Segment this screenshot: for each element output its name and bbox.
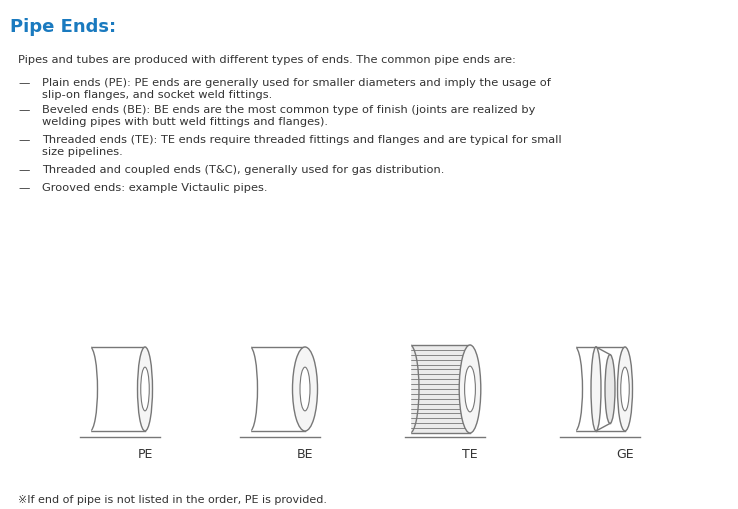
Ellipse shape [300, 367, 310, 411]
Ellipse shape [605, 355, 615, 423]
Ellipse shape [465, 366, 475, 412]
Polygon shape [410, 345, 470, 433]
Text: Threaded and coupled ends (T&C), generally used for gas distribution.: Threaded and coupled ends (T&C), general… [42, 165, 444, 175]
Text: —: — [18, 78, 30, 88]
Text: Pipes and tubes are produced with different types of ends. The common pipe ends : Pipes and tubes are produced with differ… [18, 55, 516, 65]
Text: TE: TE [462, 447, 477, 460]
Ellipse shape [621, 367, 630, 411]
Text: Pipe Ends:: Pipe Ends: [10, 18, 116, 36]
Text: —: — [18, 165, 30, 175]
Text: —: — [18, 105, 30, 115]
Text: BE: BE [297, 447, 313, 460]
Ellipse shape [459, 345, 480, 433]
Ellipse shape [618, 347, 632, 431]
Text: —: — [18, 183, 30, 192]
Text: Beveled ends (BE): BE ends are the most common type of finish (joints are realiz: Beveled ends (BE): BE ends are the most … [42, 105, 535, 126]
Text: Plain ends (PE): PE ends are generally used for smaller diameters and imply the : Plain ends (PE): PE ends are generally u… [42, 78, 551, 99]
Text: —: — [18, 135, 30, 145]
Text: PE: PE [137, 447, 153, 460]
Ellipse shape [591, 347, 601, 431]
Text: ※If end of pipe is not listed in the order, PE is provided.: ※If end of pipe is not listed in the ord… [18, 494, 327, 504]
Ellipse shape [141, 367, 149, 411]
Ellipse shape [137, 347, 153, 431]
Text: Threaded ends (TE): TE ends require threaded fittings and flanges and are typica: Threaded ends (TE): TE ends require thre… [42, 135, 562, 156]
Ellipse shape [292, 347, 317, 431]
Text: GE: GE [616, 447, 634, 460]
Text: Grooved ends: example Victaulic pipes.: Grooved ends: example Victaulic pipes. [42, 183, 267, 192]
